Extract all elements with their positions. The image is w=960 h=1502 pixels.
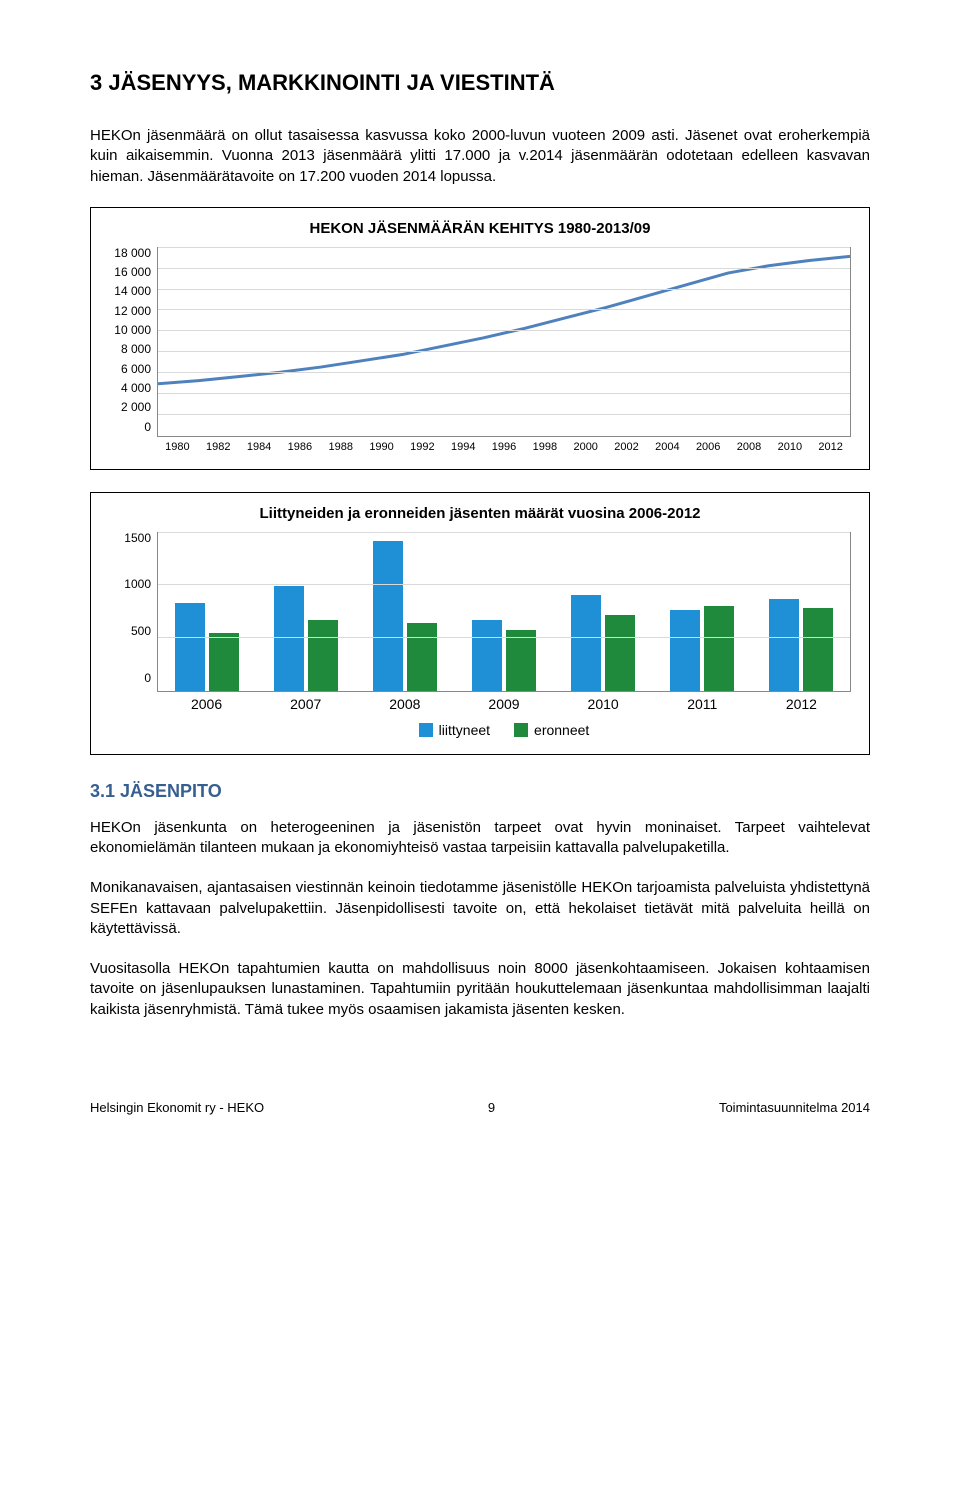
bar	[407, 623, 437, 690]
y-tick-label: 1500	[109, 532, 151, 544]
line-chart-x-axis: 1980198219841986198819901992199419961998…	[157, 441, 851, 453]
subsection-heading: 3.1 JÄSENPITO	[90, 781, 870, 802]
line-chart-container: HEKON JÄSENMÄÄRÄN KEHITYS 1980-2013/09 1…	[90, 207, 870, 470]
footer-page-number: 9	[488, 1100, 495, 1115]
bar-chart-container: Liittyneiden ja eronneiden jäsenten määr…	[90, 492, 870, 755]
x-tick-label: 2008	[729, 441, 770, 453]
grid-line	[158, 393, 850, 394]
grid-line	[158, 372, 850, 373]
x-tick-label: 2009	[454, 696, 553, 712]
legend-item: eronneet	[514, 722, 589, 738]
grid-line	[158, 268, 850, 269]
legend-swatch	[514, 723, 528, 737]
x-tick-label: 2007	[256, 696, 355, 712]
legend-label: eronneet	[534, 722, 589, 738]
x-tick-label: 1994	[443, 441, 484, 453]
x-tick-label: 2000	[565, 441, 606, 453]
x-tick-label: 1992	[402, 441, 443, 453]
y-tick-label: 0	[109, 421, 151, 433]
y-tick-label: 12 000	[109, 305, 151, 317]
y-tick-label: 18 000	[109, 247, 151, 259]
x-tick-label: 2004	[647, 441, 688, 453]
bar	[506, 630, 536, 691]
y-tick-label: 8 000	[109, 343, 151, 355]
bar-group	[356, 533, 455, 691]
bar-chart-x-axis: 2006200720082009201020112012	[157, 696, 851, 712]
x-tick-label: 2012	[810, 441, 851, 453]
bar-chart-title: Liittyneiden ja eronneiden jäsenten määr…	[109, 505, 851, 522]
footer-left: Helsingin Ekonomit ry - HEKO	[90, 1100, 264, 1115]
grid-line	[158, 584, 850, 585]
x-tick-label: 2010	[769, 441, 810, 453]
y-tick-label: 500	[109, 625, 151, 637]
page-footer: Helsingin Ekonomit ry - HEKO 9 Toimintas…	[90, 1100, 870, 1115]
bar	[571, 595, 601, 691]
x-tick-label: 1998	[524, 441, 565, 453]
bar	[274, 586, 304, 690]
bar	[704, 606, 734, 690]
bar	[308, 620, 338, 691]
y-tick-label: 10 000	[109, 324, 151, 336]
bar-group	[751, 533, 850, 691]
grid-line	[158, 330, 850, 331]
line-chart-series	[158, 248, 850, 436]
body-paragraph: HEKOn jäsenkunta on heterogeeninen ja jä…	[90, 818, 870, 859]
y-tick-label: 16 000	[109, 266, 151, 278]
x-tick-label: 2012	[752, 696, 851, 712]
y-tick-label: 4 000	[109, 382, 151, 394]
grid-line	[158, 247, 850, 248]
y-tick-label: 1000	[109, 578, 151, 590]
bar	[175, 603, 205, 690]
x-tick-label: 1988	[320, 441, 361, 453]
x-tick-label: 2010	[554, 696, 653, 712]
line-chart-plot	[157, 247, 851, 437]
bar-chart-y-axis: 1500 1000 500 0	[109, 532, 157, 684]
legend-item: liittyneet	[419, 722, 490, 738]
x-tick-label: 1980	[157, 441, 198, 453]
bar	[670, 610, 700, 691]
x-tick-label: 2002	[606, 441, 647, 453]
bar-group	[158, 533, 257, 691]
y-tick-label: 14 000	[109, 285, 151, 297]
bar	[769, 599, 799, 691]
bar	[605, 615, 635, 691]
body-paragraph: Vuositasolla HEKOn tapahtumien kautta on…	[90, 959, 870, 1020]
x-tick-label: 2006	[688, 441, 729, 453]
bar	[472, 620, 502, 691]
bar-group	[553, 533, 652, 691]
section-heading: 3 JÄSENYYS, MARKKINOINTI JA VIESTINTÄ	[90, 70, 870, 96]
intro-paragraph: HEKOn jäsenmäärä on ollut tasaisessa kas…	[90, 126, 870, 187]
x-tick-label: 1996	[484, 441, 525, 453]
y-tick-label: 6 000	[109, 363, 151, 375]
grid-line	[158, 289, 850, 290]
bar-group	[652, 533, 751, 691]
line-chart-y-axis: 18 000 16 000 14 000 12 000 10 000 8 000 6 000…	[109, 247, 157, 433]
grid-line	[158, 309, 850, 310]
bar-group	[455, 533, 554, 691]
x-tick-label: 2008	[355, 696, 454, 712]
bar-chart-plot	[157, 532, 851, 692]
x-tick-label: 1982	[198, 441, 239, 453]
grid-line	[158, 414, 850, 415]
legend-swatch	[419, 723, 433, 737]
grid-line	[158, 351, 850, 352]
bar	[373, 541, 403, 691]
bar	[209, 633, 239, 691]
x-tick-label: 1986	[279, 441, 320, 453]
bar-group	[257, 533, 356, 691]
y-tick-label: 2 000	[109, 401, 151, 413]
footer-right: Toimintasuunnitelma 2014	[719, 1100, 870, 1115]
x-tick-label: 2006	[157, 696, 256, 712]
grid-line	[158, 532, 850, 533]
x-tick-label: 2011	[653, 696, 752, 712]
y-tick-label: 0	[109, 672, 151, 684]
x-tick-label: 1990	[361, 441, 402, 453]
line-chart-title: HEKON JÄSENMÄÄRÄN KEHITYS 1980-2013/09	[109, 220, 851, 237]
legend-label: liittyneet	[439, 722, 490, 738]
grid-line	[158, 637, 850, 638]
bar-chart-legend: liittyneet eronneet	[157, 722, 851, 738]
body-paragraph: Monikanavaisen, ajantasaisen viestinnän …	[90, 878, 870, 939]
bar	[803, 608, 833, 691]
x-tick-label: 1984	[239, 441, 280, 453]
